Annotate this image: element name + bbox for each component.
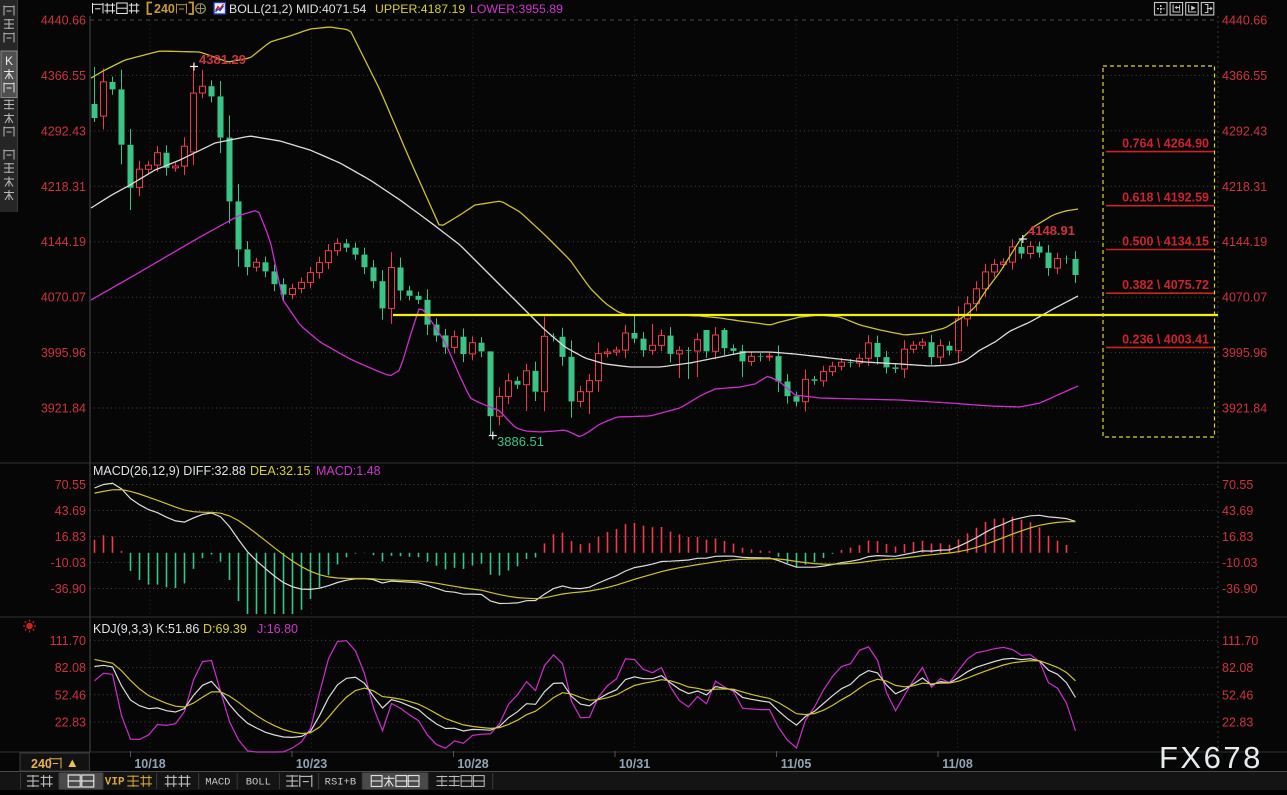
svg-text:82.08: 82.08 bbox=[55, 661, 86, 675]
svg-text:43.69: 43.69 bbox=[1222, 504, 1253, 518]
svg-text:K: K bbox=[5, 54, 13, 68]
svg-text:4381.29: 4381.29 bbox=[199, 52, 246, 67]
svg-text:0.618 \ 4192.59: 0.618 \ 4192.59 bbox=[1122, 191, 1209, 205]
svg-text:22.83: 22.83 bbox=[1222, 716, 1253, 730]
svg-text:4366.55: 4366.55 bbox=[41, 69, 86, 83]
svg-text:82.08: 82.08 bbox=[1222, 661, 1253, 675]
svg-text:11/05: 11/05 bbox=[781, 757, 812, 771]
svg-text:240: 240 bbox=[154, 2, 175, 16]
svg-text:4148.91: 4148.91 bbox=[1028, 223, 1075, 238]
svg-text:11/08: 11/08 bbox=[942, 757, 973, 771]
svg-text:22.83: 22.83 bbox=[55, 716, 86, 730]
svg-text:4292.43: 4292.43 bbox=[41, 124, 86, 138]
svg-text:-10.03: -10.03 bbox=[51, 556, 86, 570]
svg-text:4070.07: 4070.07 bbox=[1222, 291, 1267, 305]
svg-text:3995.96: 3995.96 bbox=[1222, 346, 1267, 360]
svg-text:4144.19: 4144.19 bbox=[1222, 235, 1267, 249]
svg-text:111.70: 111.70 bbox=[1222, 634, 1258, 648]
svg-text:10/18: 10/18 bbox=[134, 757, 165, 771]
svg-text:DEA:32.15: DEA:32.15 bbox=[250, 464, 311, 478]
svg-text:MACD(26,12,9) DIFF:32.88: MACD(26,12,9) DIFF:32.88 bbox=[93, 464, 246, 478]
svg-text:D:69.39: D:69.39 bbox=[203, 622, 247, 636]
svg-text:3886.51: 3886.51 bbox=[497, 434, 544, 449]
svg-text:KDJ(9,3,3) K:51.86: KDJ(9,3,3) K:51.86 bbox=[93, 622, 199, 636]
svg-text:RSI+B: RSI+B bbox=[325, 777, 357, 789]
svg-text:VIP: VIP bbox=[105, 777, 125, 789]
svg-text:0.764 \ 4264.90: 0.764 \ 4264.90 bbox=[1122, 137, 1209, 151]
svg-text:10/23: 10/23 bbox=[296, 757, 327, 771]
svg-text:52.46: 52.46 bbox=[1222, 688, 1253, 702]
svg-text:BOLL: BOLL bbox=[246, 777, 271, 789]
svg-text:-36.90: -36.90 bbox=[51, 582, 86, 596]
svg-text:4218.31: 4218.31 bbox=[1222, 180, 1267, 194]
svg-text:10/28: 10/28 bbox=[457, 757, 488, 771]
svg-text:0.500 \ 4134.15: 0.500 \ 4134.15 bbox=[1122, 235, 1209, 249]
svg-text:4218.31: 4218.31 bbox=[41, 180, 86, 194]
svg-text:4366.55: 4366.55 bbox=[1222, 69, 1267, 83]
svg-text:52.46: 52.46 bbox=[55, 688, 86, 702]
svg-text:J:16.80: J:16.80 bbox=[257, 622, 298, 636]
svg-text:3921.84: 3921.84 bbox=[41, 402, 86, 416]
svg-text:70.55: 70.55 bbox=[55, 478, 86, 492]
svg-text:3921.84: 3921.84 bbox=[1222, 402, 1267, 416]
svg-text:MACD:1.48: MACD:1.48 bbox=[316, 464, 381, 478]
svg-text:16.83: 16.83 bbox=[55, 530, 86, 544]
svg-text:0.382 \ 4075.72: 0.382 \ 4075.72 bbox=[1122, 278, 1209, 292]
svg-text:0.236 \ 4003.41: 0.236 \ 4003.41 bbox=[1122, 332, 1209, 346]
svg-text:240: 240 bbox=[31, 757, 52, 771]
svg-text:UPPER:4187.19: UPPER:4187.19 bbox=[375, 2, 465, 16]
svg-text:-36.90: -36.90 bbox=[1222, 582, 1257, 596]
svg-text:BOLL(21,2) MID:4071.54: BOLL(21,2) MID:4071.54 bbox=[229, 2, 367, 16]
svg-text:4070.07: 4070.07 bbox=[41, 291, 86, 305]
svg-text:FX678: FX678 bbox=[1159, 740, 1263, 775]
svg-text:10/31: 10/31 bbox=[619, 757, 650, 771]
svg-text:70.55: 70.55 bbox=[1222, 478, 1253, 492]
svg-text:4440.66: 4440.66 bbox=[41, 14, 86, 28]
svg-text:4440.66: 4440.66 bbox=[1222, 14, 1267, 28]
svg-text:111.70: 111.70 bbox=[50, 634, 86, 648]
svg-text:4144.19: 4144.19 bbox=[41, 235, 86, 249]
svg-text:3995.96: 3995.96 bbox=[41, 346, 86, 360]
svg-text:LOWER:3955.89: LOWER:3955.89 bbox=[470, 2, 563, 16]
svg-text:43.69: 43.69 bbox=[55, 504, 86, 518]
svg-text:16.83: 16.83 bbox=[1222, 530, 1253, 544]
svg-text:MACD: MACD bbox=[205, 777, 230, 789]
svg-text:-10.03: -10.03 bbox=[1222, 556, 1257, 570]
svg-text:4292.43: 4292.43 bbox=[1222, 124, 1267, 138]
